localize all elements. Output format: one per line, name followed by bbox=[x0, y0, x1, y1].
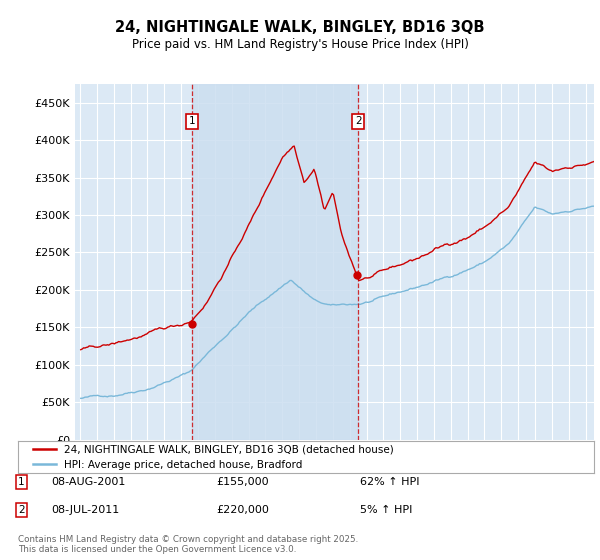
Text: 1: 1 bbox=[188, 116, 195, 127]
Text: 62% ↑ HPI: 62% ↑ HPI bbox=[360, 477, 419, 487]
Bar bbox=[191, 84, 358, 440]
Text: 5% ↑ HPI: 5% ↑ HPI bbox=[360, 505, 412, 515]
Text: 2: 2 bbox=[18, 505, 25, 515]
Text: Price paid vs. HM Land Registry's House Price Index (HPI): Price paid vs. HM Land Registry's House … bbox=[131, 38, 469, 51]
Text: 08-AUG-2001: 08-AUG-2001 bbox=[51, 477, 125, 487]
Text: £220,000: £220,000 bbox=[216, 505, 269, 515]
Text: 24, NIGHTINGALE WALK, BINGLEY, BD16 3QB: 24, NIGHTINGALE WALK, BINGLEY, BD16 3QB bbox=[115, 20, 485, 35]
Text: 2: 2 bbox=[355, 116, 361, 127]
Text: £155,000: £155,000 bbox=[216, 477, 269, 487]
Text: 08-JUL-2011: 08-JUL-2011 bbox=[51, 505, 119, 515]
Text: Contains HM Land Registry data © Crown copyright and database right 2025.
This d: Contains HM Land Registry data © Crown c… bbox=[18, 535, 358, 554]
Text: 1: 1 bbox=[18, 477, 25, 487]
Legend: 24, NIGHTINGALE WALK, BINGLEY, BD16 3QB (detached house), HPI: Average price, de: 24, NIGHTINGALE WALK, BINGLEY, BD16 3QB … bbox=[29, 440, 398, 474]
